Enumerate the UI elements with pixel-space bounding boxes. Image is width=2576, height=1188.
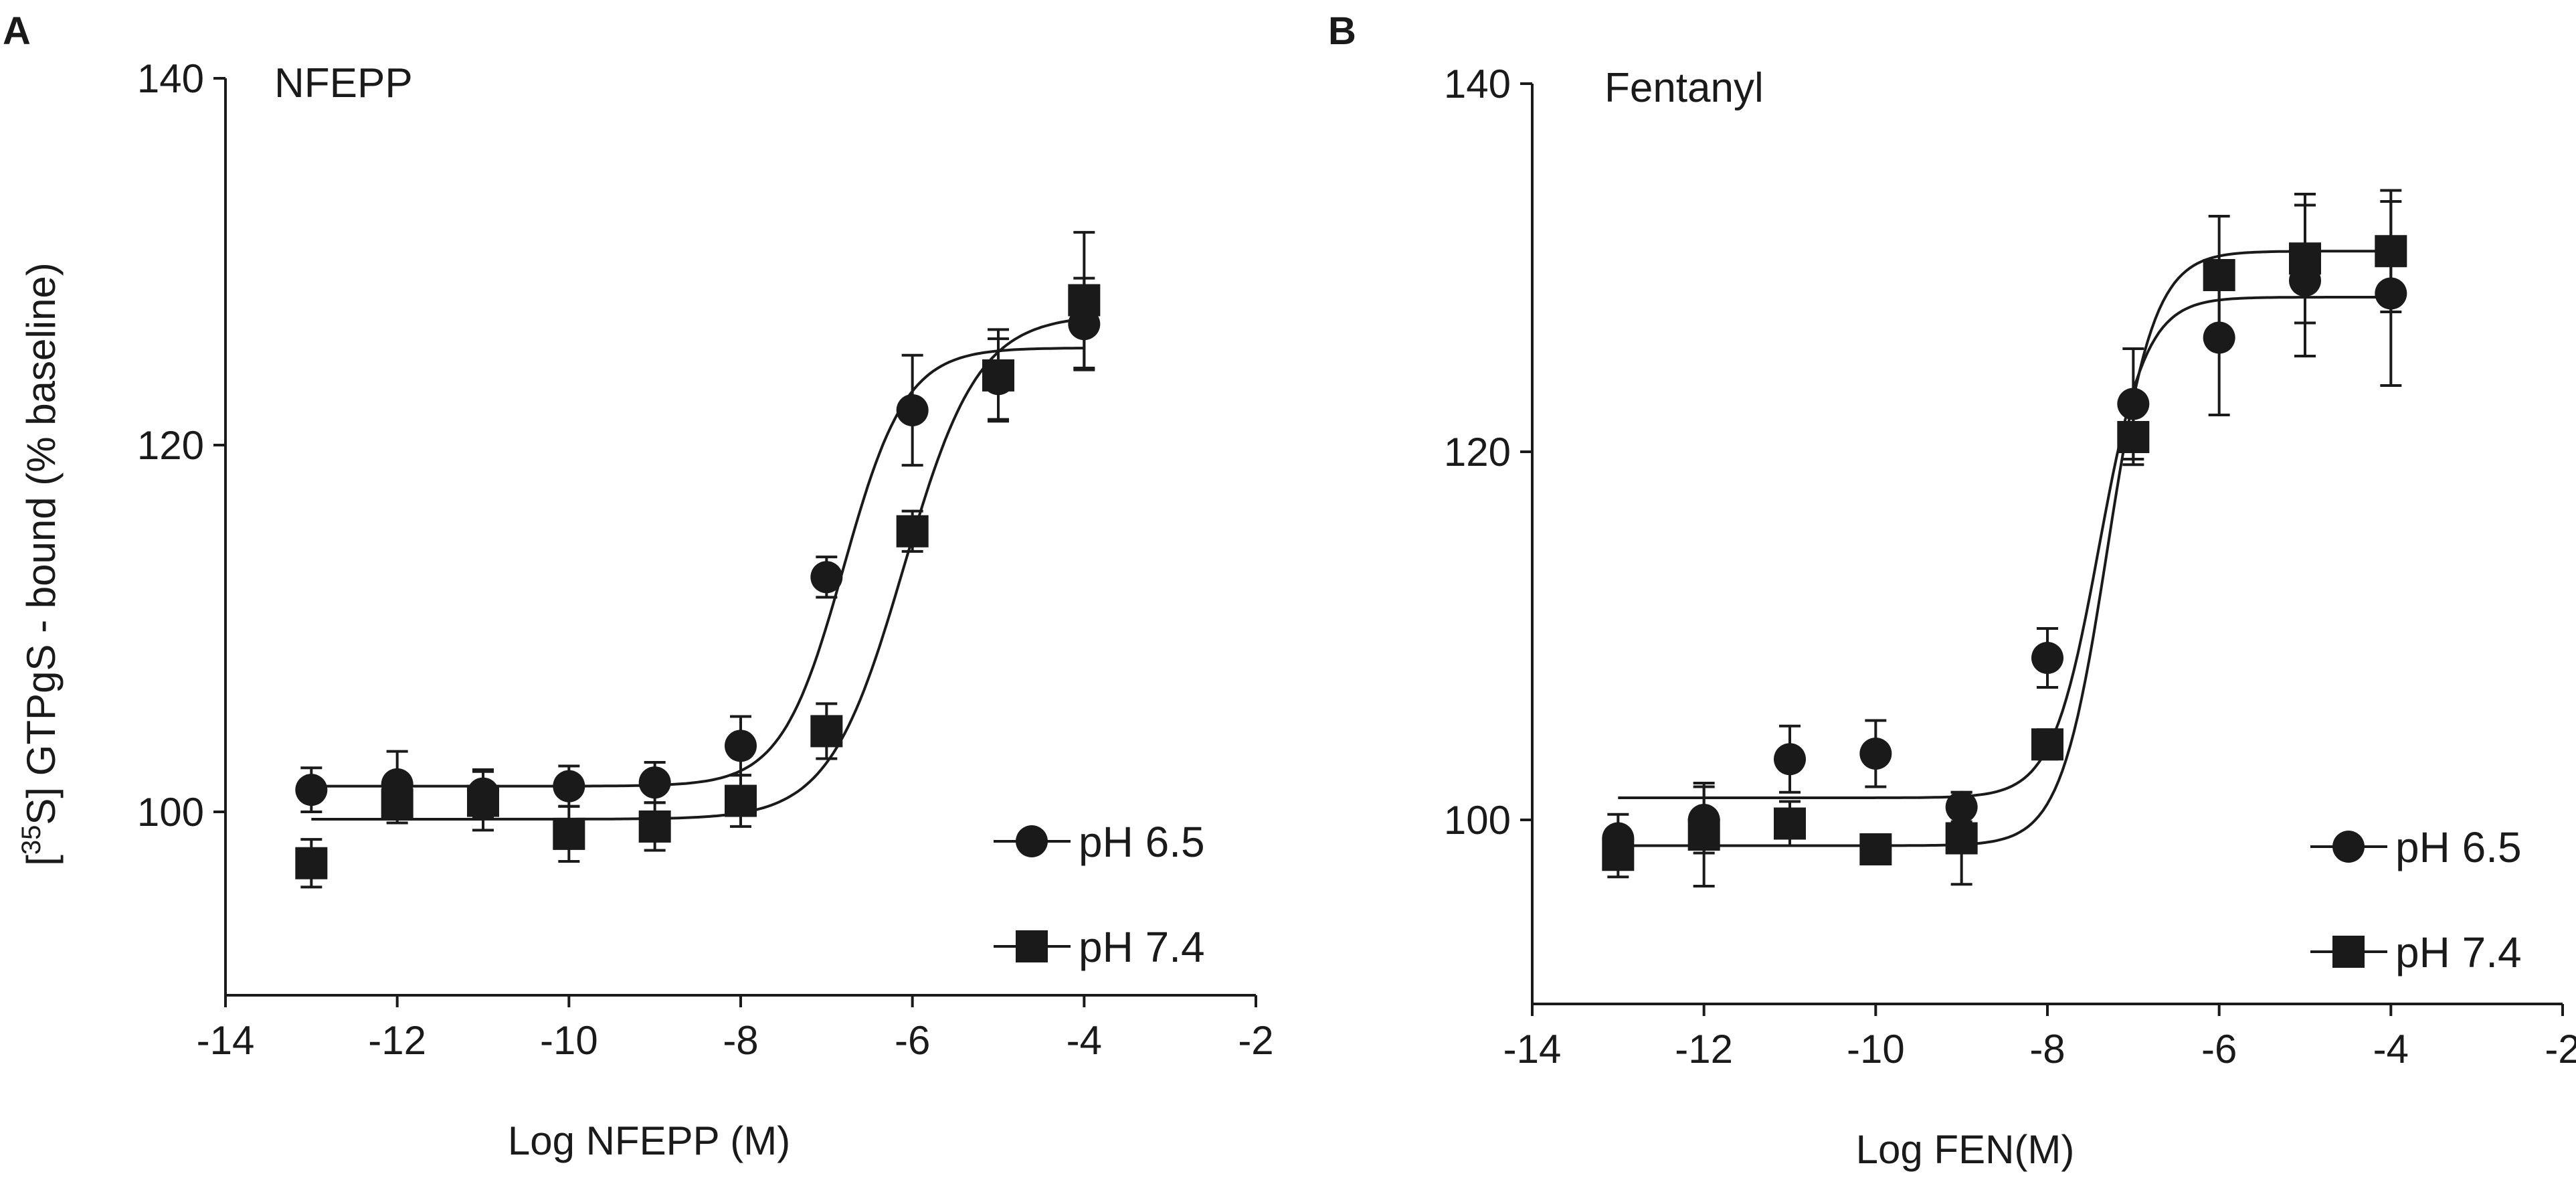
data-point-ph-7-4 — [1068, 284, 1101, 317]
panel-b-legend: pH 6.5 pH 7.4 — [2310, 823, 2522, 977]
y-tick-label: 120 — [137, 423, 204, 468]
x-tick-label: -4 — [1067, 1018, 1102, 1063]
data-point-ph-7-4 — [1774, 807, 1806, 840]
panel-b-axes: -14 -12 -10 -8 -6 -4 -2 100 120 140 — [1444, 62, 2576, 1072]
data-point-ph-7-4 — [638, 810, 671, 843]
data-point-ph-6-5 — [2203, 321, 2235, 354]
panel-a-axes: -14 -12 -10 -8 -6 -4 -2 100 120 140 — [137, 56, 1274, 1063]
data-point-ph-7-4 — [2375, 235, 2407, 268]
data-point-ph-7-4 — [2203, 259, 2235, 291]
x-tick-label: -12 — [368, 1018, 426, 1063]
x-tick-label: -6 — [2201, 1027, 2237, 1072]
x-tick-label: -14 — [197, 1018, 255, 1063]
y-label-text: S] GTPgS - bound (% baseline) — [19, 262, 64, 825]
data-point-ph-7-4 — [810, 715, 843, 748]
panel-a-x-axis-label: Log NFEPP (M) — [508, 1118, 790, 1163]
panel-a-letter: A — [3, 9, 31, 53]
panel-a-data-points — [295, 231, 1101, 889]
data-point-ph-7-4 — [2031, 728, 2063, 761]
x-tick-label: -8 — [2029, 1027, 2065, 1072]
fit-curve-ph-6-5 — [1618, 296, 2391, 799]
panel-b-x-axis-label: Log FEN(M) — [1856, 1127, 2075, 1172]
panel-a-fit-curves — [311, 317, 1085, 821]
y-label-bracket: [ — [19, 855, 64, 866]
data-point-ph-7-4 — [553, 817, 585, 850]
y-tick-label: 100 — [137, 790, 204, 835]
data-point-ph-7-4 — [295, 847, 328, 879]
data-point-ph-7-4 — [1945, 822, 1978, 855]
x-tick-label: -14 — [1503, 1027, 1562, 1072]
data-point-ph-7-4 — [1687, 819, 1720, 851]
panel-a-legend: pH 6.5 pH 7.4 — [994, 818, 1205, 971]
data-point-ph-6-5 — [810, 561, 843, 594]
panel-b-fit-curves — [1618, 250, 2391, 847]
panel-b-data-points — [1602, 189, 2407, 887]
x-tick-label: -10 — [1847, 1027, 1905, 1072]
y-tick-label: 140 — [1444, 62, 1511, 106]
data-point-ph-7-4 — [982, 359, 1014, 392]
legend-label-ph-6-5: pH 6.5 — [1079, 818, 1205, 866]
legend-label-ph-7-4: pH 7.4 — [1079, 923, 1205, 971]
panel-a-chart: A NFEPP Log NFEPP (M) [35S] GTPgS - boun… — [3, 9, 1274, 1163]
data-point-ph-7-4 — [2289, 242, 2321, 275]
legend-label-ph-7-4: pH 7.4 — [2395, 928, 2522, 977]
panel-a-title: NFEPP — [274, 60, 413, 106]
data-point-ph-7-4 — [1602, 839, 1635, 871]
data-point-ph-6-5 — [638, 766, 671, 799]
legend-marker-ph-7-4 — [1016, 930, 1048, 962]
x-tick-label: -2 — [2545, 1027, 2576, 1072]
x-tick-label: -6 — [895, 1018, 930, 1063]
data-point-ph-6-5 — [725, 730, 757, 762]
y-tick-label: 100 — [1444, 798, 1511, 843]
data-point-ph-6-5 — [553, 770, 585, 802]
data-point-ph-7-4 — [2117, 421, 2150, 453]
y-tick-label: 120 — [1444, 430, 1511, 475]
data-point-ph-7-4 — [1859, 833, 1892, 865]
panel-b-title: Fentanyl — [1604, 65, 1764, 111]
data-point-ph-7-4 — [725, 784, 757, 817]
x-tick-label: -4 — [2373, 1027, 2409, 1072]
data-point-ph-6-5 — [2117, 388, 2150, 420]
x-tick-label: -10 — [540, 1018, 598, 1063]
panel-b-chart: B Fentanyl Log FEN(M) -14 -12 -10 -8 -6 -4 -2 1… — [1328, 9, 2576, 1172]
panel-a-y-axis-label: [35S] GTPgS - bound (% baseline) — [17, 262, 64, 866]
legend-marker-ph-6-5 — [1016, 825, 1048, 857]
data-point-ph-6-5 — [295, 774, 328, 807]
legend-marker-ph-7-4 — [2332, 936, 2365, 968]
data-point-ph-6-5 — [1774, 743, 1806, 776]
data-point-ph-7-4 — [467, 784, 499, 817]
x-tick-label: -2 — [1238, 1018, 1273, 1063]
legend-marker-ph-6-5 — [2332, 831, 2365, 863]
fit-curve-ph-6-5 — [311, 347, 1085, 788]
y-tick-label: 140 — [137, 56, 204, 101]
legend-label-ph-6-5: pH 6.5 — [2395, 823, 2522, 871]
panel-b-letter: B — [1328, 9, 1356, 53]
fit-curve-ph-7-4 — [1618, 250, 2391, 847]
data-point-ph-6-5 — [896, 394, 929, 426]
data-point-ph-7-4 — [381, 788, 413, 821]
data-point-ph-7-4 — [896, 515, 929, 547]
data-point-ph-6-5 — [1859, 738, 1892, 770]
data-point-ph-6-5 — [2031, 642, 2063, 674]
x-tick-label: -8 — [723, 1018, 758, 1063]
y-label-superscript: 35 — [17, 825, 46, 855]
x-tick-label: -12 — [1675, 1027, 1733, 1072]
fit-curve-ph-7-4 — [311, 317, 1085, 821]
